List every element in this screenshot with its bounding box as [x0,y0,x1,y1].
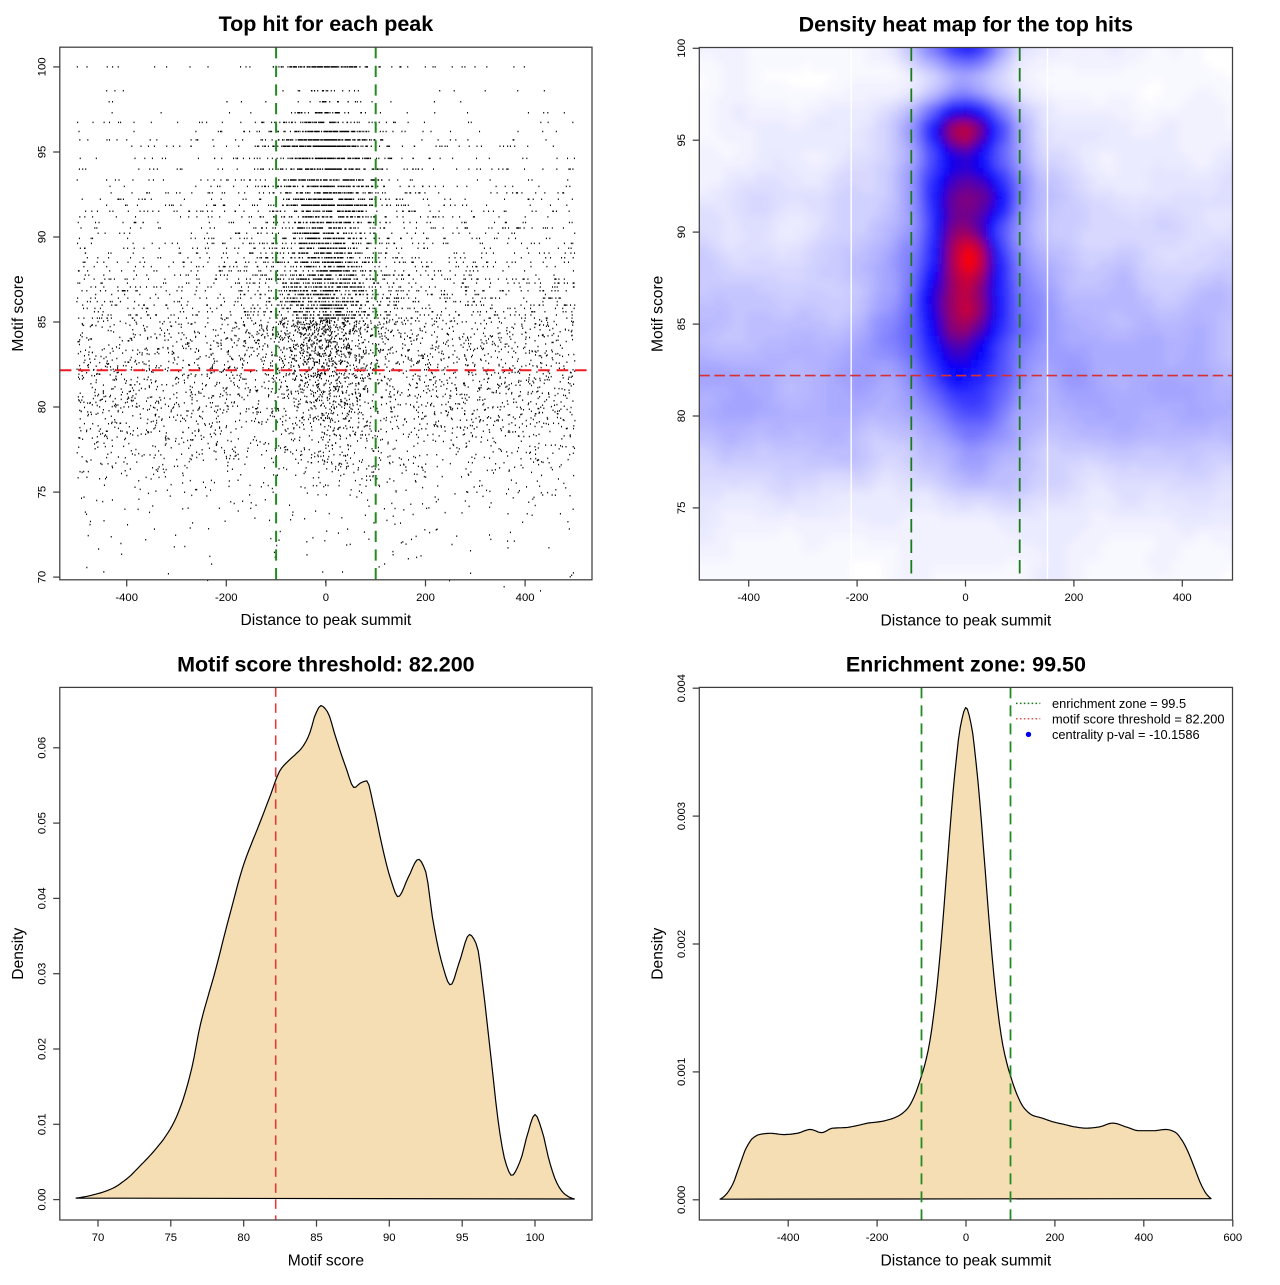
svg-text:0.000: 0.000 [676,1186,688,1214]
svg-text:-400: -400 [115,592,138,604]
svg-text:Distance to peak summit: Distance to peak summit [241,612,412,629]
svg-text:85: 85 [310,1232,323,1244]
svg-text:0.04: 0.04 [37,887,49,909]
svg-text:75: 75 [37,486,49,499]
svg-text:Density: Density [649,927,666,979]
svg-text:centrality p-val = -10.1586: centrality p-val = -10.1586 [1052,727,1200,742]
svg-text:0.003: 0.003 [676,802,688,830]
svg-text:0.02: 0.02 [37,1038,49,1060]
svg-text:70: 70 [92,1232,105,1244]
svg-text:Motif score: Motif score [10,275,27,351]
svg-text:Distance to peak summit: Distance to peak summit [881,1252,1052,1269]
svg-text:0.06: 0.06 [37,737,49,759]
svg-text:100: 100 [676,39,688,58]
svg-text:90: 90 [383,1232,396,1244]
svg-text:Distance to peak summit: Distance to peak summit [881,612,1052,629]
svg-text:0: 0 [963,1232,969,1244]
svg-text:95: 95 [37,146,49,159]
svg-text:Motif score threshold: 82.200: Motif score threshold: 82.200 [177,652,475,676]
svg-text:70: 70 [37,571,49,584]
svg-text:Density heat map for the top h: Density heat map for the top hits [799,13,1134,37]
svg-text:0.001: 0.001 [676,1058,688,1086]
svg-text:motif score threshold = 82.200: motif score threshold = 82.200 [1052,712,1225,727]
svg-text:0: 0 [323,592,329,604]
svg-text:85: 85 [676,318,688,331]
svg-text:Top hit for each peak: Top hit for each peak [219,12,434,36]
svg-text:100: 100 [37,57,49,76]
svg-text:600: 600 [1223,1232,1242,1244]
svg-text:-400: -400 [777,1232,800,1244]
svg-text:95: 95 [456,1232,469,1244]
svg-text:80: 80 [237,1232,250,1244]
svg-text:Motif score: Motif score [288,1252,364,1269]
svg-text:-200: -200 [846,592,869,604]
svg-text:200: 200 [1064,592,1083,604]
svg-text:75: 75 [165,1232,178,1244]
svg-text:Enrichment zone: 99.50: Enrichment zone: 99.50 [846,652,1086,676]
svg-text:80: 80 [676,410,688,423]
svg-text:100: 100 [526,1232,545,1244]
svg-text:95: 95 [676,134,688,147]
svg-text:90: 90 [37,231,49,244]
svg-text:-400: -400 [737,592,760,604]
svg-text:0.002: 0.002 [676,930,688,958]
svg-text:0.05: 0.05 [37,812,49,834]
svg-text:0.004: 0.004 [676,674,688,702]
svg-text:0.01: 0.01 [37,1113,49,1135]
svg-text:200: 200 [1045,1232,1064,1244]
svg-text:-200: -200 [866,1232,889,1244]
svg-text:400: 400 [516,592,535,604]
svg-text:85: 85 [37,316,49,329]
svg-text:Density: Density [10,927,27,979]
svg-text:0: 0 [962,592,968,604]
svg-text:enrichment zone = 99.5: enrichment zone = 99.5 [1052,696,1186,711]
svg-text:75: 75 [676,502,688,515]
svg-text:400: 400 [1173,592,1192,604]
svg-text:80: 80 [37,401,49,414]
svg-text:400: 400 [1134,1232,1153,1244]
svg-text:0.03: 0.03 [37,963,49,985]
svg-text:90: 90 [676,226,688,239]
svg-text:Motif score: Motif score [649,276,666,352]
svg-text:-200: -200 [215,592,238,604]
svg-text:200: 200 [416,592,435,604]
svg-text:0.00: 0.00 [37,1189,49,1211]
